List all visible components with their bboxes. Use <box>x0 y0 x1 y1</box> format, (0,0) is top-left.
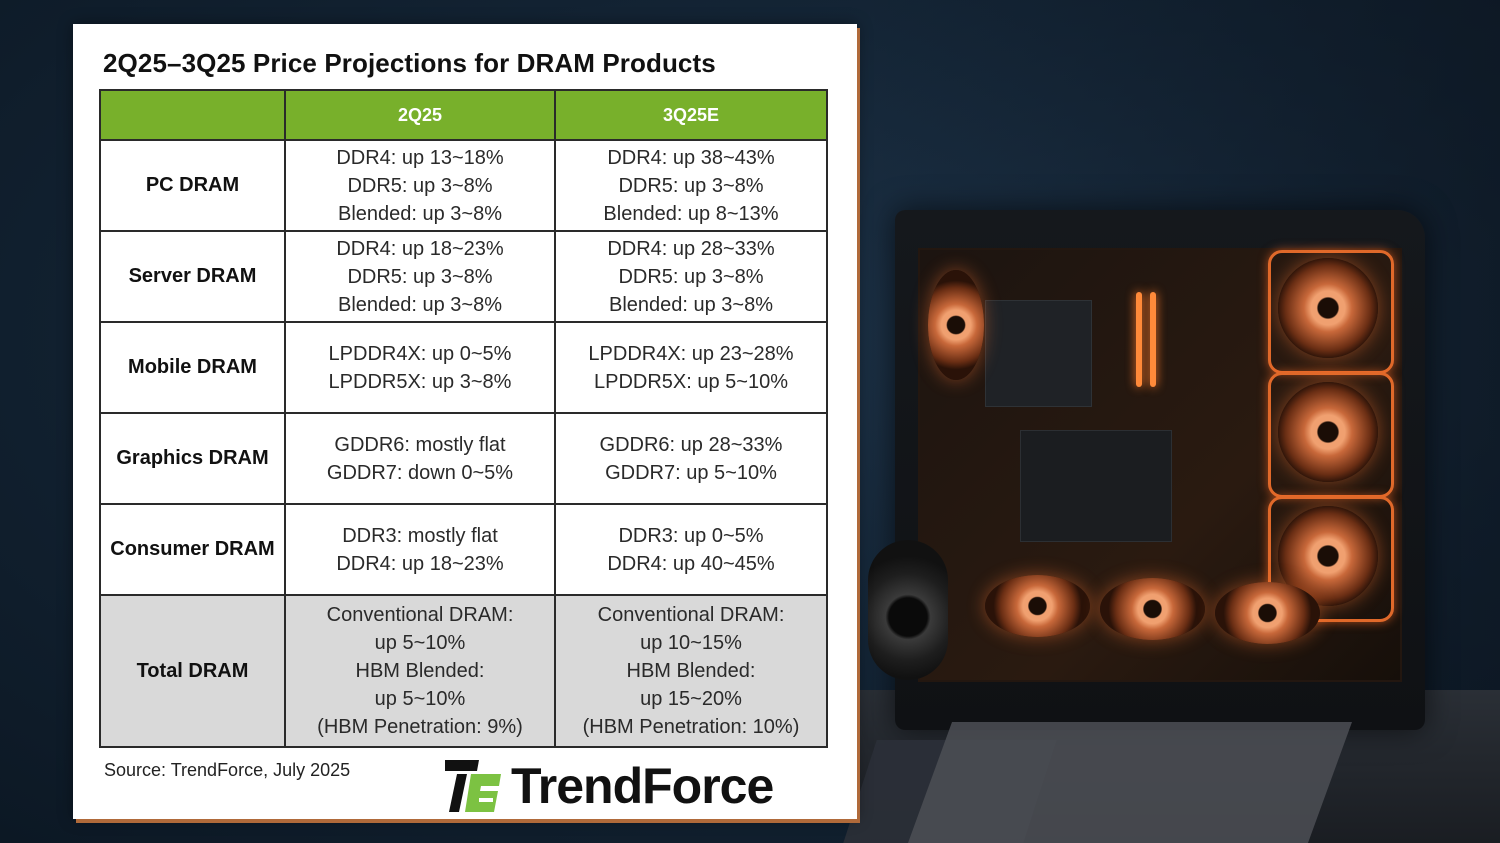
cell-line: DDR3: up 0~5% <box>618 524 764 547</box>
cell-line: up 5~10% <box>374 688 466 710</box>
cell-line: GDDR6: up 28~33% <box>599 433 783 456</box>
row-category: Total DRAM <box>99 594 286 748</box>
cell-line: DDR4: up 38~43% <box>607 146 775 169</box>
cell-line: (HBM Penetration: 10%) <box>582 716 800 738</box>
cell-line: (HBM Penetration: 9%) <box>317 716 523 738</box>
cell-line: up 15~20% <box>640 688 742 710</box>
cell-3q25e: DDR3: up 0~5% DDR4: up 40~45% <box>554 503 828 596</box>
cell-2q25: Conventional DRAM: up 5~10% HBM Blended:… <box>284 594 556 748</box>
cell-line: HBM Blended: <box>355 660 485 682</box>
cell-line: GDDR6: mostly flat <box>334 433 506 456</box>
cell-line: LPDDR4X: up 0~5% <box>328 342 512 365</box>
price-projection-table: 2Q25 3Q25E PC DRAM DDR4: up 13~18% DDR5:… <box>99 89 828 748</box>
row-category: Server DRAM <box>99 230 286 323</box>
ram-stick-light <box>1150 292 1156 387</box>
header-2q25: 2Q25 <box>284 89 556 141</box>
cell-line: GDDR7: up 5~10% <box>605 461 777 484</box>
cell-line: DDR5: up 3~8% <box>347 265 493 288</box>
row-category: Mobile DRAM <box>99 321 286 414</box>
fan-frame <box>1268 496 1394 622</box>
cell-line: DDR4: up 13~18% <box>336 146 504 169</box>
row-category: Graphics DRAM <box>99 412 286 505</box>
row-category: Consumer DRAM <box>99 503 286 596</box>
cell-2q25: GDDR6: mostly flat GDDR7: down 0~5% <box>284 412 556 505</box>
cell-line: Blended: up 8~13% <box>603 202 779 225</box>
cell-line: DDR4: up 40~45% <box>607 552 775 575</box>
source-note: Source: TrendForce, July 2025 <box>104 760 351 780</box>
table-row-graphics-dram: Graphics DRAM GDDR6: mostly flat GDDR7: … <box>99 412 828 505</box>
table-header-row: 2Q25 3Q25E <box>99 89 828 141</box>
speaker <box>868 540 948 680</box>
side-fan-middle <box>1278 382 1378 482</box>
cell-3q25e: LPDDR4X: up 23~28% LPDDR5X: up 5~10% <box>554 321 828 414</box>
header-blank-cell <box>99 89 286 141</box>
cell-line: GDDR7: down 0~5% <box>326 461 514 484</box>
cell-line: LPDDR4X: up 23~28% <box>588 342 794 365</box>
cell-line: DDR5: up 3~8% <box>618 174 764 197</box>
cell-line: LPDDR5X: up 5~10% <box>593 370 788 393</box>
cell-line: DDR3: mostly flat <box>342 524 498 547</box>
table-row-mobile-dram: Mobile DRAM LPDDR4X: up 0~5% LPDDR5X: up… <box>99 321 828 414</box>
bottom-fan-3 <box>1215 582 1320 644</box>
cell-2q25: DDR4: up 18~23% DDR5: up 3~8% Blended: u… <box>284 230 556 323</box>
cpu-heatsink <box>985 300 1092 407</box>
cell-line: DDR4: up 18~23% <box>336 237 504 260</box>
gpu-card <box>1020 430 1172 542</box>
ram-stick-light <box>1136 292 1142 387</box>
bottom-fan-1 <box>985 575 1090 637</box>
cell-2q25: LPDDR4X: up 0~5% LPDDR5X: up 3~8% <box>284 321 556 414</box>
cell-3q25e: DDR4: up 38~43% DDR5: up 3~8% Blended: u… <box>554 139 828 232</box>
cell-2q25: DDR4: up 13~18% DDR5: up 3~8% Blended: u… <box>284 139 556 232</box>
trendforce-logo-icon <box>445 760 501 812</box>
trendforce-logo: TrendForce <box>445 757 774 815</box>
bottom-fan-2 <box>1100 578 1205 640</box>
cell-3q25e: Conventional DRAM: up 10~15% HBM Blended… <box>554 594 828 748</box>
cell-line: Conventional DRAM: <box>326 604 514 626</box>
cell-line: Blended: up 3~8% <box>608 293 774 316</box>
price-projection-card: 2Q25–3Q25 Price Projections for DRAM Pro… <box>73 24 857 819</box>
mousepad <box>907 722 1353 843</box>
table-row-consumer-dram: Consumer DRAM DDR3: mostly flat DDR4: up… <box>99 503 828 596</box>
row-category: PC DRAM <box>99 139 286 232</box>
side-fan-top <box>1278 258 1378 358</box>
cell-line: Conventional DRAM: <box>597 604 785 626</box>
cell-line: HBM Blended: <box>626 660 756 682</box>
cell-line: Blended: up 3~8% <box>337 293 503 316</box>
cell-line: LPDDR5X: up 3~8% <box>328 370 512 393</box>
table-row-total-dram: Total DRAM Conventional DRAM: up 5~10% H… <box>99 594 828 748</box>
cell-2q25: DDR3: mostly flat DDR4: up 18~23% <box>284 503 556 596</box>
rear-fan <box>928 270 984 380</box>
header-3q25e: 3Q25E <box>554 89 828 141</box>
page-title: 2Q25–3Q25 Price Projections for DRAM Pro… <box>103 48 716 78</box>
cell-line: DDR5: up 3~8% <box>347 174 493 197</box>
cell-line: DDR5: up 3~8% <box>618 265 764 288</box>
cell-3q25e: GDDR6: up 28~33% GDDR7: up 5~10% <box>554 412 828 505</box>
cell-line: DDR4: up 18~23% <box>336 552 504 575</box>
table-row-server-dram: Server DRAM DDR4: up 18~23% DDR5: up 3~8… <box>99 230 828 323</box>
logo-wordmark: TrendForce <box>511 758 774 814</box>
cell-line: DDR4: up 28~33% <box>607 237 775 260</box>
cell-line: Blended: up 3~8% <box>337 202 503 225</box>
table-row-pc-dram: PC DRAM DDR4: up 13~18% DDR5: up 3~8% Bl… <box>99 139 828 232</box>
cell-line: up 10~15% <box>640 632 742 654</box>
cell-3q25e: DDR4: up 28~33% DDR5: up 3~8% Blended: u… <box>554 230 828 323</box>
cell-line: up 5~10% <box>374 632 466 654</box>
